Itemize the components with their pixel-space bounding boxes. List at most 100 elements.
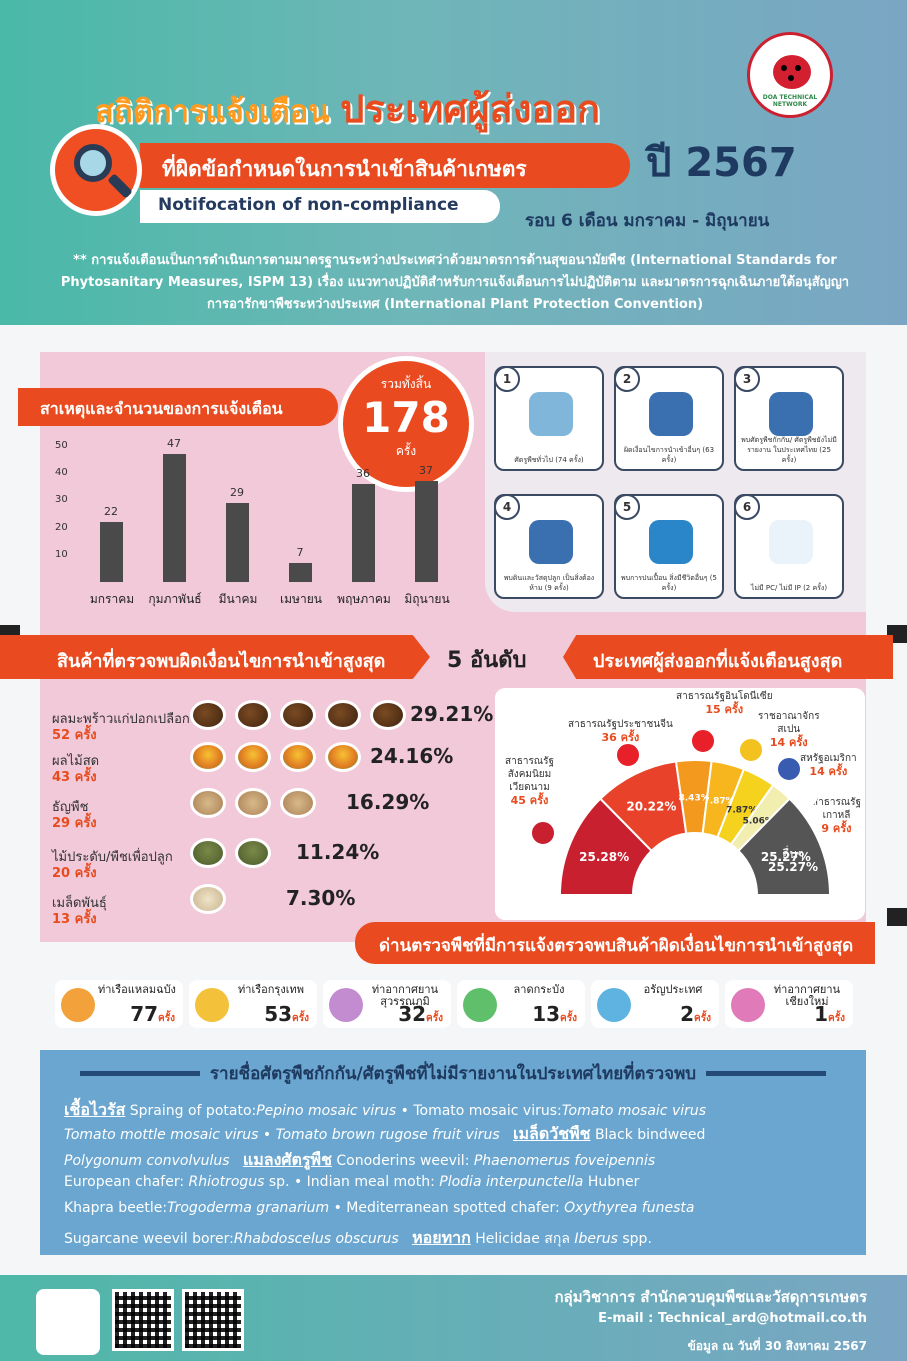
country-label: สาธารณรัฐ เกาหลี 9 ครั้ง — [812, 797, 861, 835]
country-label: สหรัฐอเมริกา 14 ครั้ง — [800, 753, 857, 778]
slice-label: 25.28% — [579, 850, 629, 864]
product-percent: 11.24% — [296, 840, 380, 864]
product-count: 20 ครั้ง — [52, 866, 97, 881]
product-count: 52 ครั้ง — [52, 728, 97, 743]
country-label: อื่นๆ 25.27% — [768, 847, 818, 874]
bar-value: 37 — [419, 464, 433, 478]
slice-label: 25.27% — [761, 850, 811, 864]
cause-icon — [649, 392, 693, 436]
x-tick: มีนาคม — [218, 592, 258, 606]
product-icon — [190, 700, 226, 730]
bar-value: 47 — [167, 437, 181, 451]
card-number: 6 — [734, 494, 760, 520]
card-caption: พบการปนเปื้อน สิ่งมีชีวิตอื่นๆ (5 ครั้ง) — [621, 574, 717, 592]
product-name: เมล็ดพันธุ์ — [52, 896, 107, 911]
country-flag-icon — [615, 742, 641, 768]
port-icon — [731, 988, 765, 1022]
country-slice — [737, 797, 832, 896]
y-tick: 20 — [55, 521, 68, 533]
card-caption: ไม่มี PC/ ไม่มี IP (2 ครั้ง) — [750, 584, 828, 592]
pest-line-2: Tomato mottle mosaic virus • Tomato brow… — [64, 1124, 706, 1143]
product-icon — [280, 700, 316, 730]
y-tick: 40 — [55, 467, 68, 479]
country-flag-icon — [792, 782, 818, 808]
country-label: สาธารณรัฐ สังคมนิยม เวียดนาม 45 ครั้ง — [505, 756, 554, 807]
port-name: อรัญประเทศ — [643, 983, 703, 996]
product-name: ผลมะพร้าวแก่ปอกเปลือก — [52, 712, 190, 727]
product-icon — [235, 700, 271, 730]
qr-code[interactable] — [112, 1289, 174, 1351]
bar-value: 36 — [356, 467, 370, 481]
product-icon — [190, 788, 226, 818]
product-name: ผลไม้สด — [52, 754, 100, 769]
cause-icon — [529, 520, 573, 564]
cause-card: 1 ศัตรูพืชทั่วไป (74 ครั้ง) — [494, 366, 604, 471]
product-icon — [190, 838, 226, 868]
pests-panel: รายชื่อศัตรูพืชกักกัน/ศัตรูพืชที่ไม่มีรา… — [40, 1050, 866, 1255]
port-count: 1ครั้ง — [814, 1002, 845, 1026]
country-flag-icon — [738, 737, 764, 763]
cause-icon — [529, 392, 573, 436]
y-tick: 50 — [55, 440, 68, 451]
footer: กลุ่มวิชาการ สำนักควบคุมพืชและวัสดุการเก… — [0, 1275, 907, 1361]
country-label: สาธารณรัฐประชาชนจีน 36 ครั้ง — [568, 719, 673, 744]
product-name: ธัญพืช — [52, 800, 89, 815]
port-icon — [463, 988, 497, 1022]
product-icon — [190, 884, 226, 914]
x-tick: มกราคม — [89, 592, 135, 606]
port-card: ท่าเรือกรุงเทพ 53ครั้ง — [189, 980, 317, 1028]
x-tick: กุมภาพันธ์ — [148, 592, 202, 606]
cause-card: 3 พบศัตรูพืชกักกัน/ ศัตรูพืชยังไม่มีรายงา… — [734, 366, 844, 471]
bar — [415, 481, 438, 582]
bar-value: 29 — [230, 486, 244, 500]
cause-card: 6 ไม่มี PC/ ไม่มี IP (2 ครั้ง) — [734, 494, 844, 599]
card-number: 1 — [494, 366, 520, 392]
footer-email[interactable]: E-mail : Technical_ard@hotmail.co.th — [598, 1311, 867, 1326]
product-name: ไม้ประดับ/พืชเพื่อปลูก — [52, 850, 173, 865]
product-percent: 16.29% — [346, 790, 430, 814]
cause-icon — [649, 520, 693, 564]
bar-value: 22 — [104, 505, 118, 519]
footer-date: ข้อมูล ณ วันที่ 30 สิงหาคม 2567 — [687, 1339, 867, 1353]
doa-logo: DOA TECHNICAL NETWORK — [747, 32, 833, 118]
pest-line-3: Polygonum convolvulus แมลงศัตรูพืช Conod… — [64, 1150, 656, 1169]
cause-icon — [769, 392, 813, 436]
country-label: ราชอาณาจักร สเปน 14 ครั้ง — [758, 711, 820, 749]
port-icon — [61, 988, 95, 1022]
slice-label: 7.87% — [726, 805, 757, 815]
port-name: ท่าอากาศยาน เชียงใหม่ — [773, 983, 841, 1008]
product-icon — [280, 742, 316, 772]
pest-line-4: European chafer: Rhiotrogus sp. • Indian… — [64, 1174, 640, 1190]
pest-line-6: Sugarcane weevil borer:Rhabdoscelus obsc… — [64, 1228, 652, 1247]
bar — [352, 484, 375, 582]
port-card: ท่าอากาศยาน สุวรรณภูมิ 32ครั้ง — [323, 980, 451, 1028]
anniversary-logo — [36, 1289, 100, 1355]
slice-label: 5.06% — [743, 817, 774, 827]
country-flag-icon — [776, 756, 802, 782]
cause-card: 4 พบดินและวัสดุปลูก เป็นสิ่งต้องห้าม (9 ค… — [494, 494, 604, 599]
x-tick: พฤษภาคม — [337, 592, 391, 606]
facebook-qr-code[interactable] — [182, 1289, 244, 1351]
country-flag-icon — [690, 728, 716, 754]
pest-line-1: เชื้อไวรัส Spraing of potato:Pepino mosa… — [64, 1100, 707, 1119]
port-name: ลาดกระบัง — [513, 983, 565, 996]
description: ** การแจ้งเตือนเป็นการดำเนินการตามมาตรฐา… — [60, 253, 850, 312]
port-count: 2ครั้ง — [680, 1002, 711, 1026]
product-percent: 24.16% — [370, 744, 454, 768]
product-percent: 7.30% — [286, 886, 356, 910]
port-count: 53ครั้ง — [264, 1002, 309, 1026]
ribbon-fold — [887, 908, 907, 926]
products-banner: สินค้าที่ตรวจพบผิดเงื่อนไขการนำเข้าสูงสุ… — [0, 635, 430, 679]
bar — [226, 503, 249, 582]
port-icon — [329, 988, 363, 1022]
countries-semicircle-chart: 25.28%20.22%8.43%7.87%7.87%5.06%25.27% — [558, 759, 832, 896]
port-card: ท่าเรือแหลมฉบัง 77ครั้ง — [55, 980, 183, 1028]
ladybug-icon — [773, 55, 811, 89]
x-tick: เมษายน — [280, 592, 322, 606]
card-caption: ศัตรูพืชทั่วไป (74 ครั้ง) — [514, 456, 584, 464]
port-name: ท่าเรือแหลมฉบัง — [98, 983, 176, 996]
product-icon — [235, 788, 271, 818]
product-count: 13 ครั้ง — [52, 912, 97, 927]
cause-card: 2 ผิดเงื่อนไขการนำเข้าอื่นๆ (63 ครั้ง) — [614, 366, 724, 471]
magnifier-icon — [50, 124, 142, 216]
